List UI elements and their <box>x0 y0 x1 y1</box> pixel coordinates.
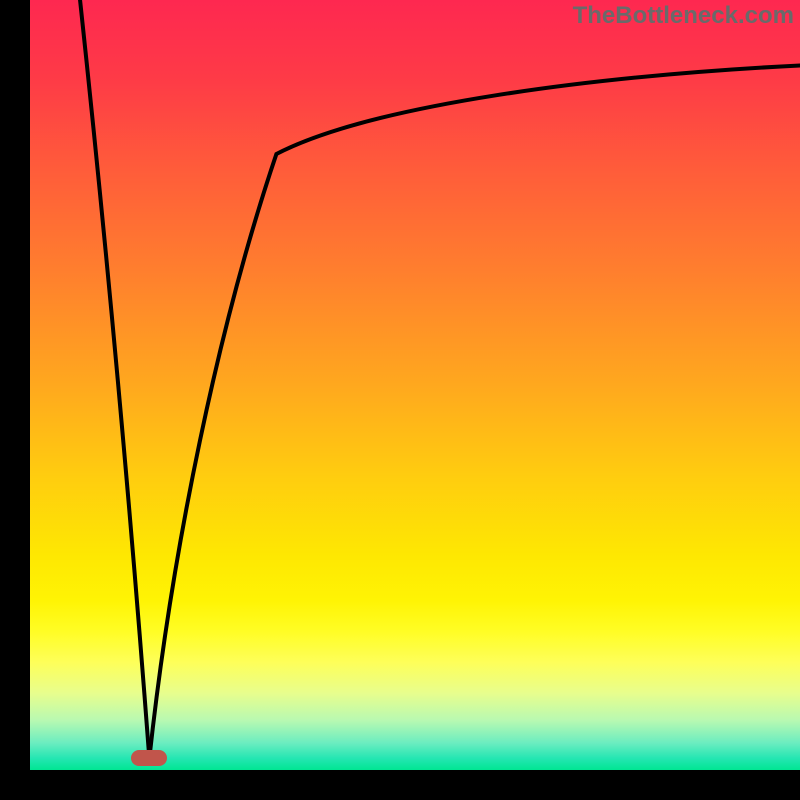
valley-marker-rect <box>131 750 167 766</box>
curve-right-branch <box>149 65 800 758</box>
bottleneck-curve <box>30 0 800 770</box>
chart-container: TheBottleneck.com <box>0 0 800 800</box>
plot-area <box>30 0 800 770</box>
watermark-text: TheBottleneck.com <box>573 2 794 30</box>
curve-left-branch <box>80 0 149 758</box>
valley-marker <box>131 750 167 766</box>
